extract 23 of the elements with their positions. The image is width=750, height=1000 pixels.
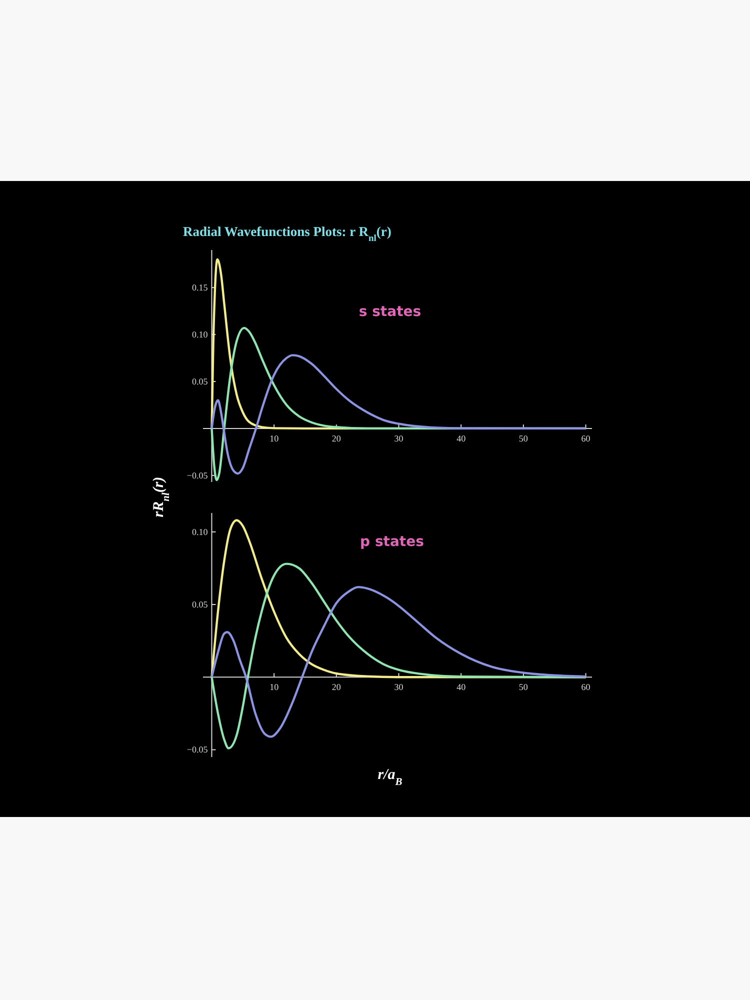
x-tick-label: 40 bbox=[456, 433, 466, 444]
x-axis-title: r/a$_{B}$ bbox=[378, 767, 402, 788]
y-tick-label: 0.05 bbox=[192, 600, 208, 610]
x-tick-label: 20 bbox=[332, 433, 342, 444]
y-tick-label: 0.05 bbox=[192, 376, 208, 386]
x-tick-label: 50 bbox=[518, 433, 528, 444]
x-tick-label: 40 bbox=[456, 682, 466, 692]
x-tick-label: 20 bbox=[332, 682, 342, 692]
chart-title: Radial Wavefunctions Plots: r R$_{nl}$(r) bbox=[183, 224, 392, 244]
annotation: s states bbox=[358, 304, 422, 320]
x-tick-label: 60 bbox=[581, 433, 591, 444]
x-tick-label: 10 bbox=[270, 682, 280, 692]
x-tick-label: 60 bbox=[581, 682, 591, 692]
x-tick-label: 30 bbox=[394, 433, 404, 444]
annotation: p states bbox=[360, 534, 424, 550]
y-tick-label: −0.05 bbox=[186, 470, 208, 480]
x-tick-label: 50 bbox=[518, 682, 528, 692]
y-tick-label: −0.05 bbox=[186, 744, 208, 755]
y-tick-label: 0.15 bbox=[192, 282, 208, 293]
y-tick-label: 0.10 bbox=[192, 330, 208, 340]
x-tick-label: 10 bbox=[270, 433, 280, 444]
x-tick-label: 30 bbox=[394, 682, 404, 692]
y-tick-label: 0.10 bbox=[192, 526, 208, 537]
